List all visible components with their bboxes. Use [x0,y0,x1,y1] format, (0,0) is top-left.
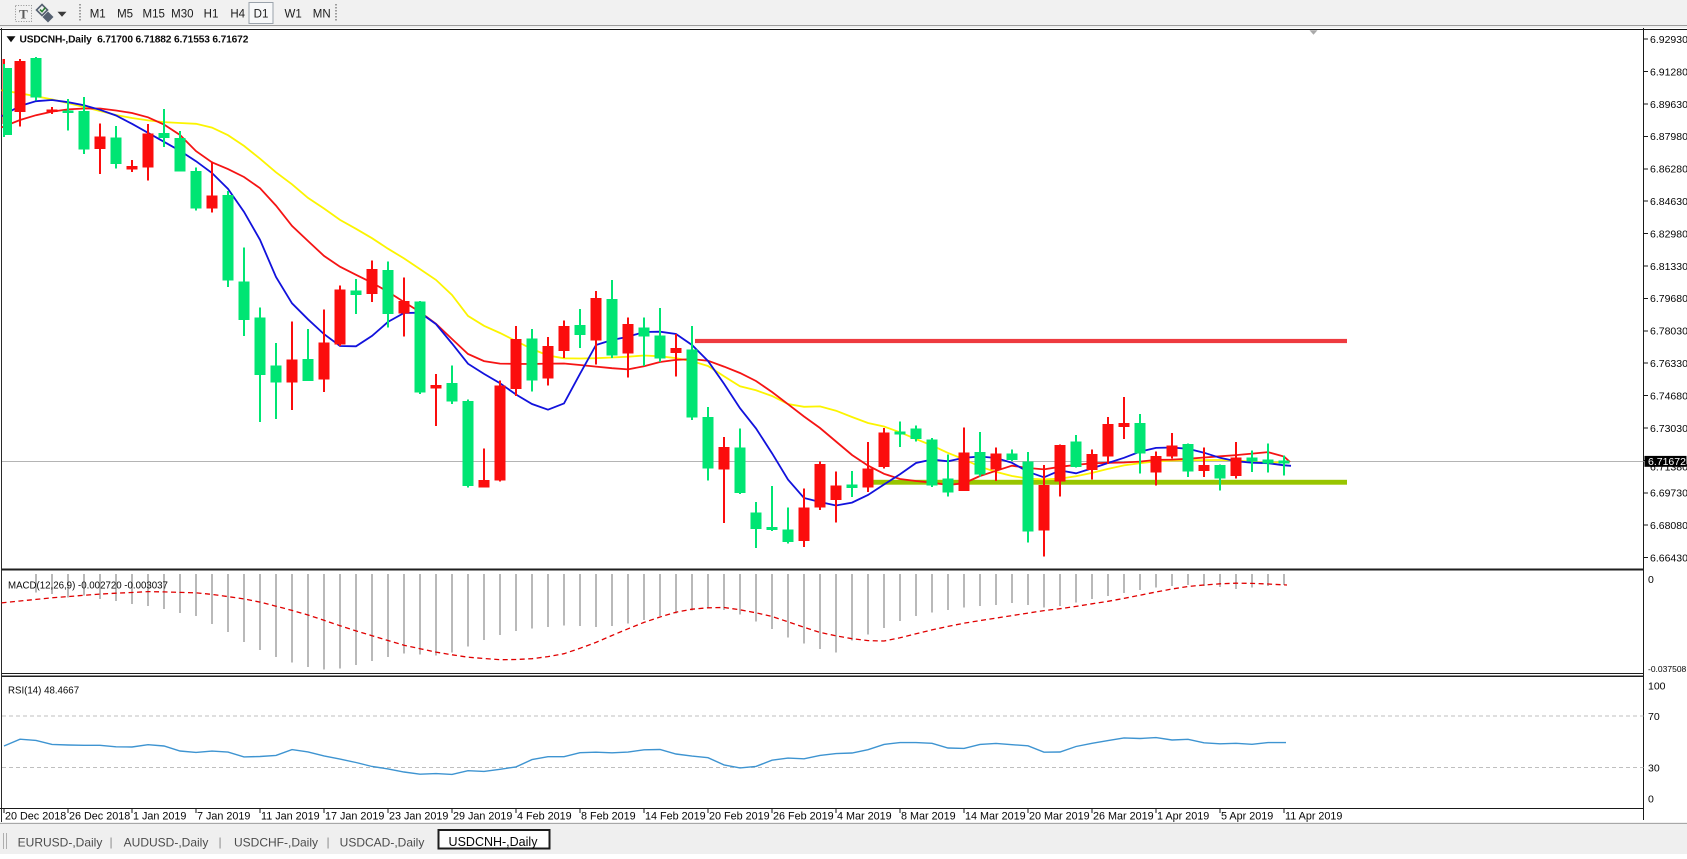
svg-text:H4: H4 [230,9,245,21]
svg-text:1 Jan 2019: 1 Jan 2019 [133,811,186,823]
svg-text:MACD(12,26,9) -0.002720 -0.003: MACD(12,26,9) -0.002720 -0.003037 [8,581,168,592]
svg-text:0: 0 [1648,574,1654,586]
svg-text:70: 70 [1648,711,1660,723]
svg-text:W1: W1 [284,9,301,21]
svg-text:20 Feb 2019: 20 Feb 2019 [709,811,770,823]
svg-text:6.91280: 6.91280 [1650,66,1687,78]
svg-text:6.84630: 6.84630 [1650,196,1687,208]
svg-text:23 Jan 2019: 23 Jan 2019 [389,811,448,823]
svg-text:|: | [109,835,112,849]
svg-text:20 Mar 2019: 20 Mar 2019 [1029,811,1090,823]
svg-text:M5: M5 [117,9,133,21]
svg-text:4 Mar 2019: 4 Mar 2019 [837,811,892,823]
svg-text:6.87980: 6.87980 [1650,131,1687,143]
svg-text:6.82980: 6.82980 [1650,228,1687,240]
svg-text:6.81330: 6.81330 [1650,261,1687,273]
svg-text:|: | [326,835,329,849]
svg-text:6.92930: 6.92930 [1650,34,1687,46]
svg-text:30: 30 [1648,762,1660,774]
svg-text:AUDUSD-,Daily: AUDUSD-,Daily [124,836,209,850]
svg-text:20 Dec 2018: 20 Dec 2018 [5,811,66,823]
svg-text:6.74680: 6.74680 [1650,390,1687,402]
svg-text:-0.037508: -0.037508 [1648,664,1687,674]
svg-text:7 Jan 2019: 7 Jan 2019 [197,811,250,823]
svg-text:14 Mar 2019: 14 Mar 2019 [965,811,1026,823]
svg-text:17 Jan 2019: 17 Jan 2019 [325,811,384,823]
svg-text:6.89630: 6.89630 [1650,99,1687,111]
svg-text:EURUSD-,Daily: EURUSD-,Daily [18,836,103,850]
svg-text:USDCAD-,Daily: USDCAD-,Daily [340,836,425,850]
svg-text:26 Feb 2019: 26 Feb 2019 [773,811,834,823]
svg-text:M30: M30 [171,9,193,21]
svg-text:6.76330: 6.76330 [1650,358,1687,370]
svg-text:MN: MN [313,9,331,21]
svg-text:T: T [19,7,28,22]
svg-text:6.86280: 6.86280 [1650,164,1687,176]
svg-text:6.73030: 6.73030 [1650,423,1687,435]
svg-text:11 Jan 2019: 11 Jan 2019 [261,811,320,823]
svg-text:M15: M15 [143,9,165,21]
svg-text:26 Dec 2018: 26 Dec 2018 [69,811,130,823]
svg-text:6.71672: 6.71672 [1648,456,1686,468]
svg-text:6.79680: 6.79680 [1650,293,1687,305]
svg-text:USDCNH-,Daily 6.71700 6.71882: USDCNH-,Daily 6.71700 6.71882 6.71553 6.… [20,34,249,45]
svg-text:H1: H1 [204,9,219,21]
svg-text:4 Feb 2019: 4 Feb 2019 [517,811,572,823]
svg-text:USDCHF-,Daily: USDCHF-,Daily [234,836,318,850]
svg-text:6.69730: 6.69730 [1650,488,1687,500]
svg-text:26 Mar 2019: 26 Mar 2019 [1093,811,1154,823]
svg-text:14 Feb 2019: 14 Feb 2019 [645,811,706,823]
svg-text:29 Jan 2019: 29 Jan 2019 [453,811,512,823]
svg-text:1 Apr 2019: 1 Apr 2019 [1157,811,1209,823]
svg-text:8 Feb 2019: 8 Feb 2019 [581,811,636,823]
svg-text:USDCNH-,Daily: USDCNH-,Daily [449,835,539,849]
svg-text:M1: M1 [90,9,106,21]
svg-text:100: 100 [1648,681,1666,693]
svg-text:|: | [218,835,221,849]
svg-text:6.68080: 6.68080 [1650,520,1687,532]
svg-text:0: 0 [1648,794,1654,806]
svg-text:RSI(14) 48.4667: RSI(14) 48.4667 [8,686,79,697]
svg-text:8 Mar 2019: 8 Mar 2019 [901,811,956,823]
svg-text:5 Apr 2019: 5 Apr 2019 [1221,811,1273,823]
svg-text:D1: D1 [254,9,269,21]
svg-text:11 Apr 2019: 11 Apr 2019 [1285,811,1342,823]
svg-text:6.66430: 6.66430 [1650,552,1687,564]
svg-text:6.78030: 6.78030 [1650,326,1687,338]
